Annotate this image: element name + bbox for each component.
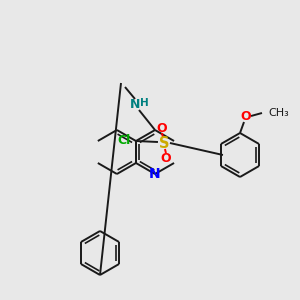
Text: O: O — [241, 110, 251, 124]
Text: H: H — [140, 98, 148, 108]
Text: N: N — [130, 98, 140, 112]
Text: S: S — [159, 136, 169, 151]
Text: CH₃: CH₃ — [268, 108, 289, 118]
Text: N: N — [149, 167, 161, 181]
Text: O: O — [160, 152, 171, 164]
Text: O: O — [157, 122, 167, 134]
Text: Cl: Cl — [118, 134, 131, 148]
